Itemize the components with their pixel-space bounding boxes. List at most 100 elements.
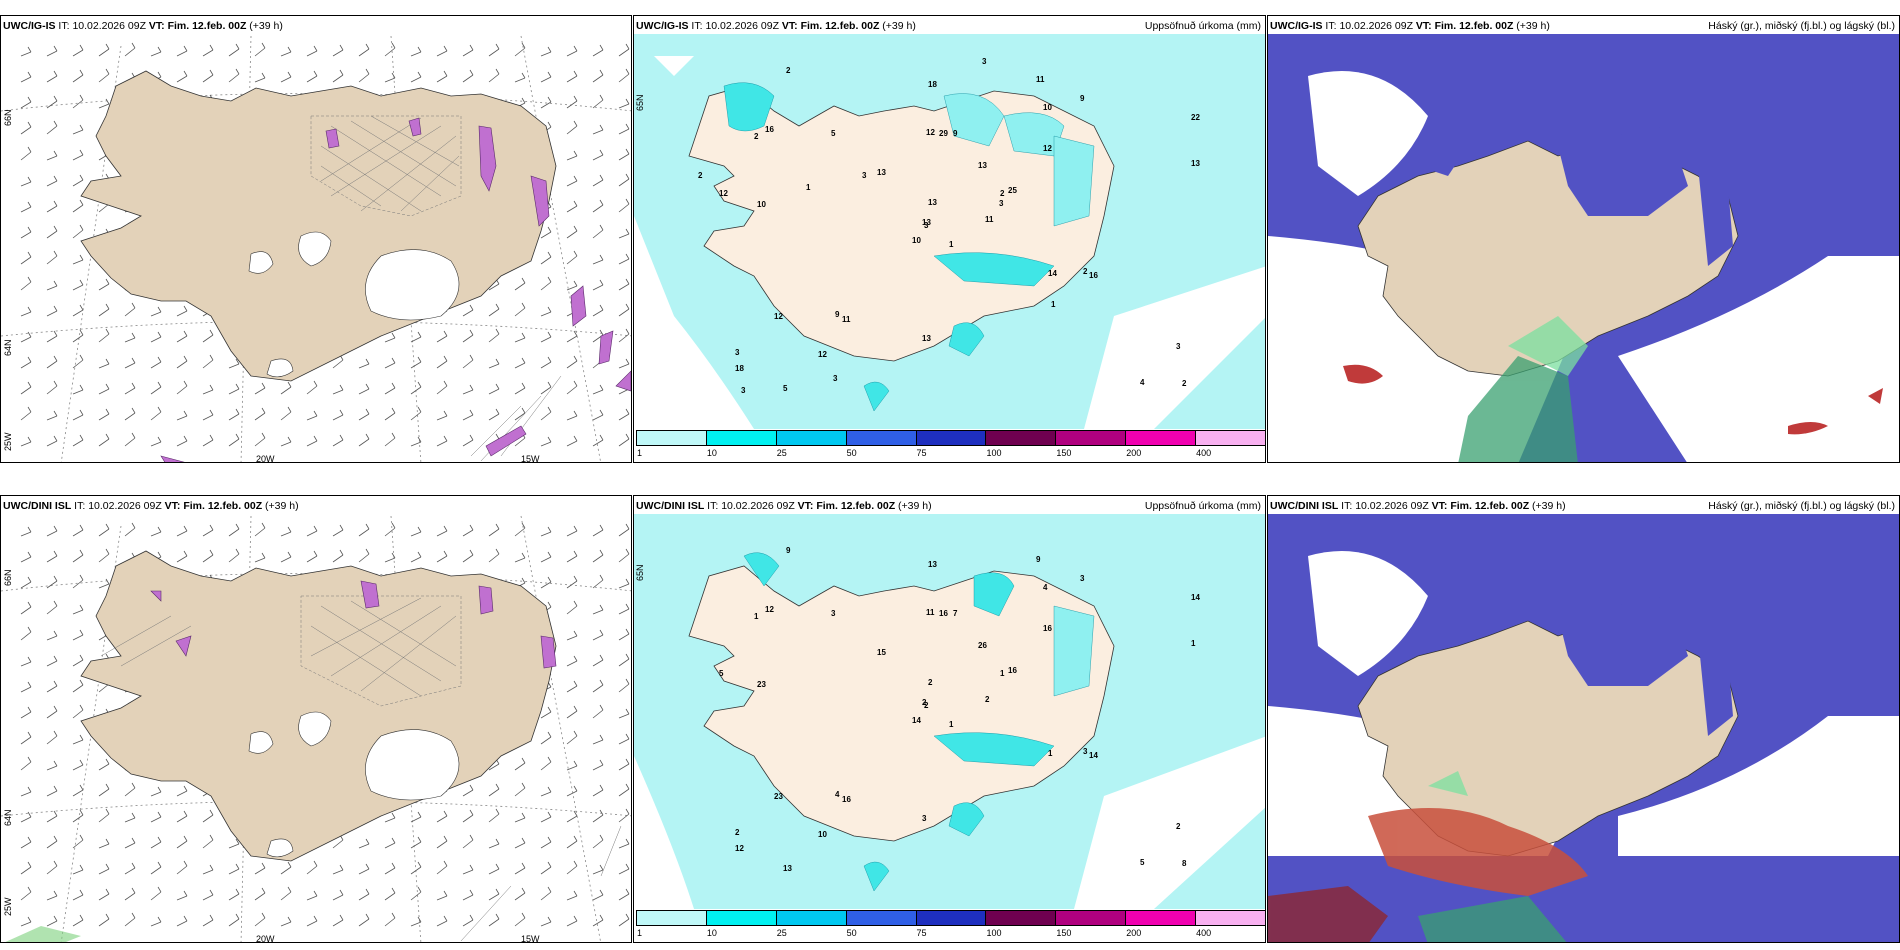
wind-barb xyxy=(46,410,58,421)
wind-barb xyxy=(202,409,214,421)
wind-barb xyxy=(462,304,474,317)
precip-value: 29 xyxy=(939,129,948,138)
precip-value: 1 xyxy=(949,720,954,729)
wind-barb xyxy=(384,72,396,83)
precip-value: 9 xyxy=(953,129,958,138)
wind-barb xyxy=(98,808,110,823)
wind-barb xyxy=(124,432,136,447)
wind-barb xyxy=(384,332,396,343)
wind-barb xyxy=(514,522,526,537)
wind-barb xyxy=(20,96,32,109)
wind-barb xyxy=(72,199,84,213)
wind-barb xyxy=(566,225,578,239)
wind-barb xyxy=(228,913,240,927)
wind-barb xyxy=(436,435,448,447)
wind-barb xyxy=(202,864,214,875)
wind-barb xyxy=(592,409,604,421)
wind-barb xyxy=(488,408,500,421)
wind-barb xyxy=(410,886,422,901)
wind-barb xyxy=(618,733,630,745)
wind-barb xyxy=(358,68,370,83)
wind-barb xyxy=(462,889,474,901)
wind-barb xyxy=(176,785,188,797)
wind-barb xyxy=(566,250,578,265)
wind-barb xyxy=(46,785,58,797)
precip-value: 2 xyxy=(928,678,933,687)
wind-barb xyxy=(176,305,188,317)
wind-barb xyxy=(384,407,396,421)
wind-barb xyxy=(228,358,240,369)
precip-value: 13 xyxy=(928,198,937,207)
precip-value: 5 xyxy=(783,384,788,393)
wind-barb xyxy=(150,306,162,317)
wind-barb xyxy=(592,734,604,745)
wind-barb xyxy=(462,44,474,57)
wind-barb xyxy=(20,601,32,615)
precip-value: 9 xyxy=(835,310,840,319)
wind-barb xyxy=(46,225,58,239)
wind-barb xyxy=(202,549,214,563)
precip-value: 2 xyxy=(1182,379,1187,388)
wind-barb xyxy=(358,383,370,395)
precip-value: 2 xyxy=(735,828,740,837)
precip-numbers-bottom: 1122116974298231414161311262315121016161… xyxy=(719,546,1200,873)
wind-barb xyxy=(488,43,500,57)
wind-barb xyxy=(462,434,474,447)
wind-barb xyxy=(514,332,526,343)
wind-barb xyxy=(72,864,84,875)
wind-barb xyxy=(618,408,630,421)
wind-barb xyxy=(202,384,214,395)
wind-barb xyxy=(566,380,578,395)
wind-barb xyxy=(540,861,552,875)
wind-barb xyxy=(176,890,188,901)
wind-barb xyxy=(98,68,110,83)
lat-label-66n: 66N xyxy=(3,569,13,586)
mid-cloud-green xyxy=(1458,316,1588,462)
precip-value: 26 xyxy=(978,641,987,650)
wind-barb xyxy=(514,277,526,291)
precip-value: 3 xyxy=(982,57,987,66)
wind-barb xyxy=(488,808,500,823)
wind-barb xyxy=(202,44,214,57)
wind-barb xyxy=(176,835,188,849)
precip-value: 4 xyxy=(835,790,840,799)
colorbar-tick: 200 xyxy=(1126,448,1142,458)
wind-barb xyxy=(150,916,162,927)
wind-barb xyxy=(592,914,604,927)
wind-barb xyxy=(280,886,292,901)
wind-barb xyxy=(436,330,448,343)
wind-barb xyxy=(20,756,32,771)
wind-barb xyxy=(46,550,58,563)
wind-barb xyxy=(566,200,578,213)
wind-barb xyxy=(592,94,604,109)
wind-barb xyxy=(202,329,214,343)
colorbar-swatch xyxy=(915,910,987,926)
wind-map-bottom xyxy=(1,515,631,942)
wind-panel-bottom: UWC/DINI ISL IT: 10.02.2026 09Z VT: Fim.… xyxy=(0,495,632,943)
wind-barb xyxy=(72,44,84,57)
precip-value: 14 xyxy=(912,716,921,725)
wind-barb xyxy=(592,279,604,291)
wind-barb xyxy=(72,329,84,343)
precip-value: 16 xyxy=(1008,666,1017,675)
wind-barb xyxy=(618,68,630,83)
wind-barb xyxy=(280,46,292,57)
wind-barb xyxy=(254,522,266,537)
precip-numbers-top: 1233211119101122102210125121312131812292… xyxy=(698,57,1200,395)
wind-barb xyxy=(618,678,630,693)
wind-barb xyxy=(592,809,604,823)
wind-barb xyxy=(202,889,214,901)
precip-value: 3 xyxy=(1176,342,1181,351)
wind-barb xyxy=(618,578,630,589)
wind-barb xyxy=(566,630,578,641)
wind-barb xyxy=(254,42,266,57)
precip-value: 14 xyxy=(1191,593,1200,602)
wind-barb xyxy=(488,783,500,797)
wind-barb xyxy=(384,812,396,823)
precip-value: 11 xyxy=(842,315,851,324)
wind-barb xyxy=(46,575,58,589)
wind-barb xyxy=(592,384,604,395)
panel-header: UWC/IG-IS IT: 10.02.2026 09Z VT: Fim. 12… xyxy=(1270,20,1895,32)
wind-barb xyxy=(176,810,188,823)
high-cloud-red xyxy=(1343,364,1883,435)
